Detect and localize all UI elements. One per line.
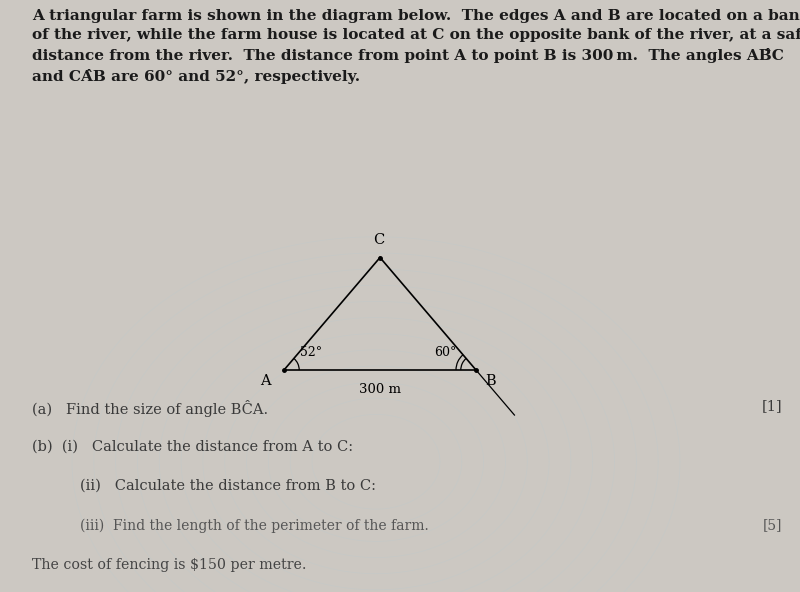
Text: C: C bbox=[374, 233, 385, 247]
Text: B: B bbox=[486, 374, 496, 388]
Text: The cost of fencing is $150 per metre.: The cost of fencing is $150 per metre. bbox=[32, 558, 306, 572]
Text: (ii)   Calculate the distance from B to C:: (ii) Calculate the distance from B to C: bbox=[80, 479, 376, 493]
Text: [1]: [1] bbox=[762, 400, 782, 414]
Text: [5]: [5] bbox=[763, 519, 782, 533]
Text: 300 m: 300 m bbox=[359, 383, 401, 396]
Text: (b)  (i)   Calculate the distance from A to C:: (b) (i) Calculate the distance from A to… bbox=[32, 439, 353, 453]
Text: A: A bbox=[260, 374, 270, 388]
Text: (iii)  Find the length of the perimeter of the farm.: (iii) Find the length of the perimeter o… bbox=[80, 519, 429, 533]
Text: (a)   Find the size of angle BĈA.: (a) Find the size of angle BĈA. bbox=[32, 400, 268, 417]
Text: 52°: 52° bbox=[300, 346, 322, 359]
Text: 60°: 60° bbox=[434, 346, 457, 359]
Text: A triangular farm is shown in the diagram below.  The edges A and B are located : A triangular farm is shown in the diagra… bbox=[32, 9, 800, 85]
